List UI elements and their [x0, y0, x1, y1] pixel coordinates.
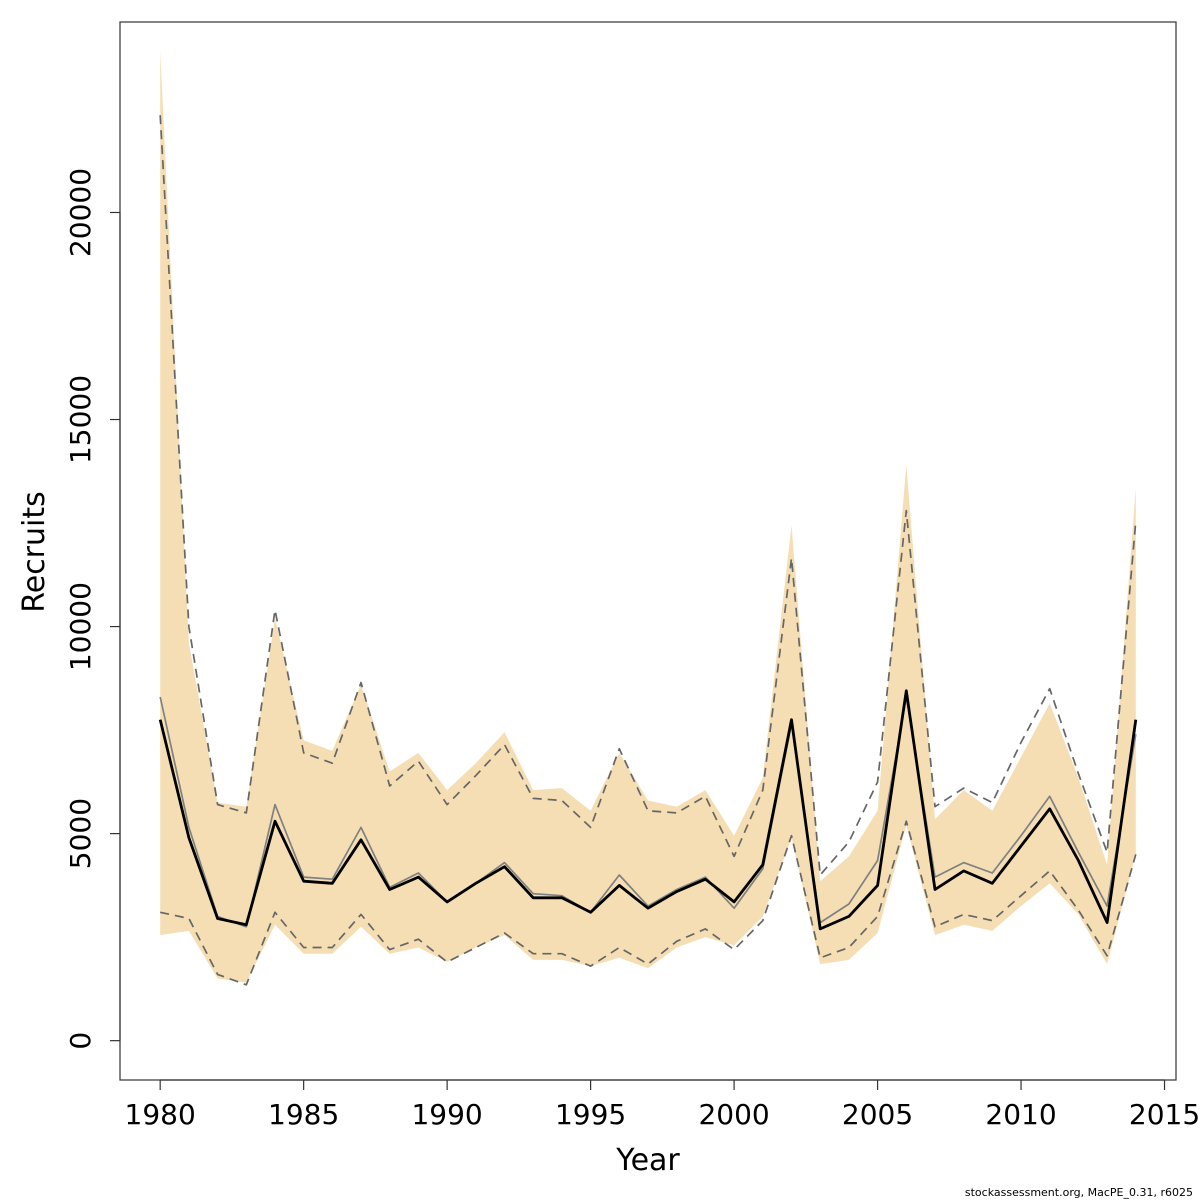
- series-line-alternative: [159, 696, 1137, 928]
- y-tick-label: 5000: [64, 798, 97, 869]
- footnote: stockassessment.org, MacPE_0.31, r6025: [965, 1186, 1193, 1199]
- confidence-band: [160, 51, 1136, 983]
- x-tick-label: 2005: [842, 1098, 913, 1131]
- x-tick-label: 1985: [268, 1098, 339, 1131]
- y-tick-label: 20000: [64, 168, 97, 257]
- series-line-ci-upper: [159, 115, 1137, 876]
- x-axis-title: Year: [615, 1143, 680, 1178]
- y-tick-label: 10000: [64, 582, 97, 671]
- series-line-estimate: [158, 689, 1138, 931]
- y-tick-label: 15000: [64, 375, 97, 464]
- x-tick-label: 2010: [985, 1098, 1056, 1131]
- x-tick-label: 1995: [555, 1098, 626, 1131]
- x-tick-label: 1990: [411, 1098, 482, 1131]
- x-tick-label: 2000: [698, 1098, 769, 1131]
- x-tick-label: 2015: [1129, 1098, 1200, 1131]
- y-tick-label: 0: [64, 1032, 97, 1050]
- series-line-ci-lower: [160, 820, 1137, 986]
- x-tick-label: 1980: [125, 1098, 196, 1131]
- y-axis-title: Recruits: [17, 491, 52, 613]
